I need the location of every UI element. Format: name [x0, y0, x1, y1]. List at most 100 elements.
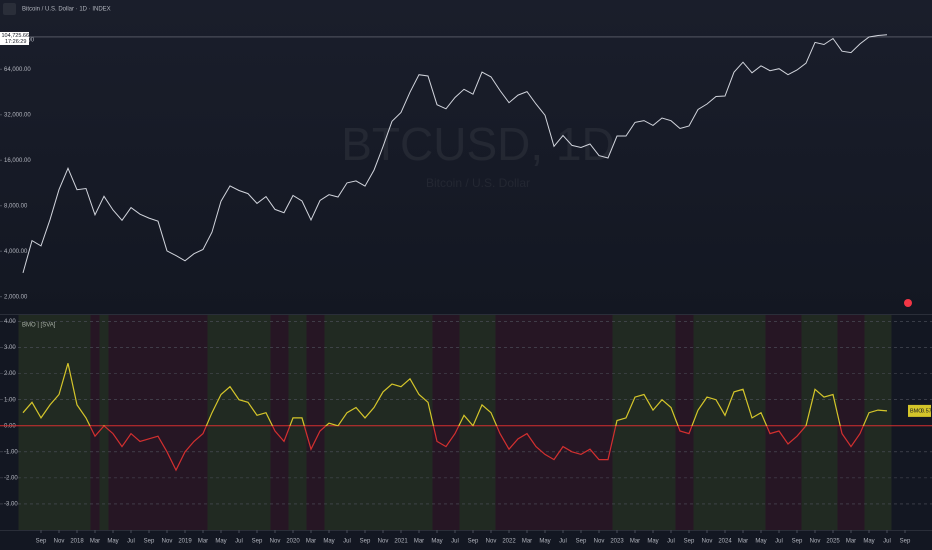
regime-band [567, 315, 577, 530]
regime-band [144, 315, 154, 530]
regime-band [531, 315, 541, 530]
regime-band [288, 315, 298, 530]
x-tick-label: Sep [684, 539, 695, 545]
y-tick-label: 3.00 [4, 345, 16, 351]
regime-band [792, 315, 802, 530]
x-tick-label: Jul [667, 539, 675, 545]
x-tick-label: Jul [883, 539, 891, 545]
symbol-logo[interactable] [3, 3, 16, 15]
regime-band [396, 315, 406, 530]
regime-band [306, 315, 316, 530]
x-tick-label: Jul [343, 539, 351, 545]
regime-band [360, 315, 370, 530]
regime-band [279, 315, 289, 530]
x-tick-label: Mar [306, 539, 316, 545]
x-tick-label: Jul [559, 539, 567, 545]
regime-band [252, 315, 262, 530]
regime-band [126, 315, 136, 530]
regime-band [747, 315, 757, 530]
regime-band [657, 315, 667, 530]
x-tick-label: Sep [792, 539, 803, 545]
y-tick-label: 2,000.00 [4, 294, 28, 300]
regime-band [603, 315, 613, 530]
x-tick-label: 2022 [502, 539, 516, 545]
regime-band [576, 315, 586, 530]
regime-band [153, 315, 163, 530]
regime-band [27, 315, 37, 530]
x-tick-label: Nov [486, 539, 497, 545]
regime-band [72, 315, 82, 530]
y-tick-label: 1.00 [4, 397, 16, 403]
regime-band [837, 315, 847, 530]
x-tick-label: Mar [738, 539, 748, 545]
x-tick-label: Sep [252, 539, 263, 545]
x-tick-label: May [107, 539, 118, 545]
regime-band [270, 315, 280, 530]
regime-band [135, 315, 145, 530]
regime-band [765, 315, 775, 530]
x-tick-label: May [215, 539, 226, 545]
regime-band [198, 315, 208, 530]
y-tick-label: 64,000.00 [4, 67, 31, 73]
regime-band [459, 315, 469, 530]
regime-band [234, 315, 244, 530]
y-tick-label: 0.00 [4, 423, 16, 429]
x-tick-label: Jul [235, 539, 243, 545]
regime-band [702, 315, 712, 530]
regime-band [297, 315, 307, 530]
x-tick-label: May [431, 539, 442, 545]
x-tick-label: May [863, 539, 874, 545]
x-tick-label: Nov [378, 539, 389, 545]
x-tick-label: 2024 [718, 539, 732, 545]
regime-band [225, 315, 235, 530]
y-tick-label: 8,000.00 [4, 203, 28, 209]
regime-band [693, 315, 703, 530]
y-tick-label: 2.00 [4, 371, 16, 377]
x-tick-label: 2023 [610, 539, 624, 545]
x-tick-label: 2025 [826, 539, 840, 545]
regime-band [738, 315, 748, 530]
regime-band [387, 315, 397, 530]
countdown: 17:26:29 [5, 39, 26, 45]
regime-band [180, 315, 190, 530]
indicator-title[interactable]: BMO | [SVA] [22, 323, 56, 329]
regime-band [108, 315, 118, 530]
regime-band [495, 315, 505, 530]
x-tick-label: Nov [702, 539, 713, 545]
regime-band [513, 315, 523, 530]
regime-band [369, 315, 379, 530]
x-tick-label: May [323, 539, 334, 545]
regime-band [729, 315, 739, 530]
symbol-description[interactable]: Bitcoin / U.S. Dollar · 1D · INDEX [22, 7, 111, 13]
last-price-badge [0, 31, 29, 45]
regime-band [846, 315, 856, 530]
last-value-name: BMO [910, 408, 923, 414]
regime-band [828, 315, 838, 530]
y-tick-label: -3.00 [4, 502, 18, 508]
x-tick-label: Nov [810, 539, 821, 545]
regime-band [405, 315, 415, 530]
alert-icon[interactable] [904, 299, 912, 307]
y-tick-label: 16,000.00 [4, 158, 31, 164]
oscillator-line [22, 363, 888, 472]
regime-band [783, 315, 793, 530]
regime-band [216, 315, 226, 530]
regime-band [630, 315, 640, 530]
last-value-badge [908, 404, 931, 417]
regime-band [315, 315, 325, 530]
x-tick-label: Sep [36, 539, 47, 545]
watermark: BTCUSD, 1D [341, 118, 614, 170]
regime-band [99, 315, 109, 530]
x-tick-label: Jul [451, 539, 459, 545]
x-tick-label: Mar [630, 539, 640, 545]
y-tick-label: -1.00 [4, 449, 18, 455]
regime-band [207, 315, 217, 530]
x-tick-label: Nov [270, 539, 281, 545]
regime-band [648, 315, 658, 530]
y-tick-label: -2.00 [4, 475, 18, 481]
price-pane [0, 0, 932, 314]
regime-band [558, 315, 568, 530]
x-tick-label: Mar [846, 539, 856, 545]
